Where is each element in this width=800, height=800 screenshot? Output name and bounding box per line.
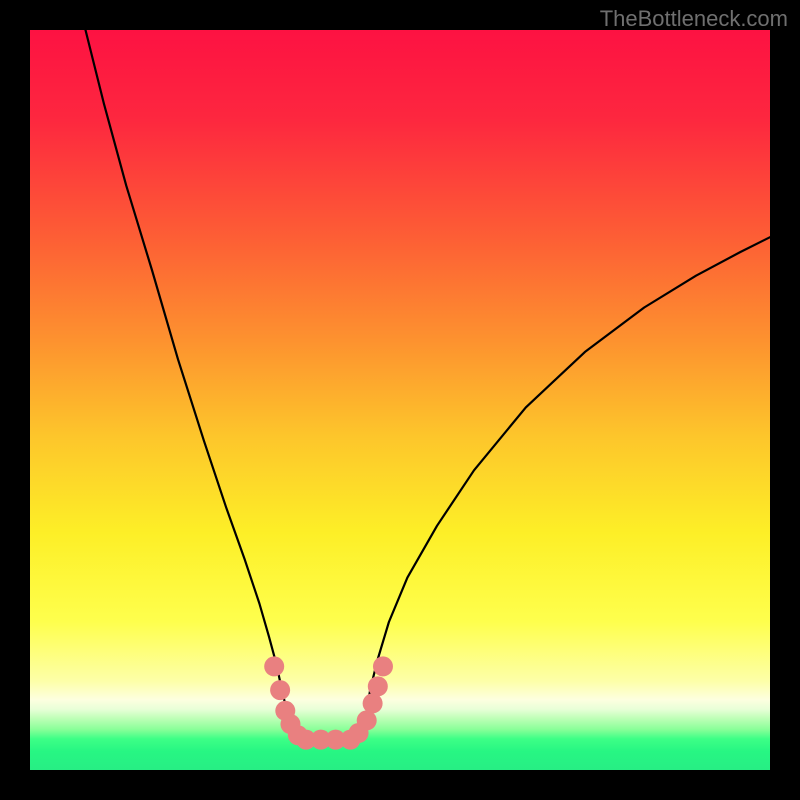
stage: TheBottleneck.com [0, 0, 800, 800]
marker-point [270, 680, 290, 700]
marker-point [368, 676, 388, 696]
gradient-background [30, 30, 770, 770]
chart-svg [30, 30, 770, 770]
marker-point [357, 710, 377, 730]
marker-point [363, 693, 383, 713]
bottleneck-chart [30, 30, 770, 770]
marker-point [373, 656, 393, 676]
watermark-text: TheBottleneck.com [600, 6, 788, 32]
marker-point [264, 656, 284, 676]
